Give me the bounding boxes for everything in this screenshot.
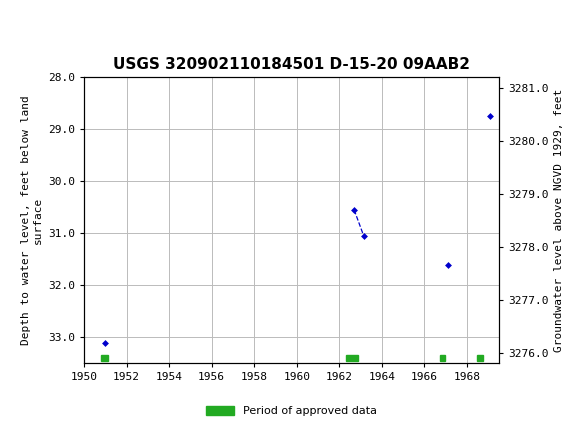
Legend: Period of approved data: Period of approved data <box>202 401 381 421</box>
Bar <box>101 355 108 361</box>
Bar <box>477 355 483 361</box>
Bar <box>440 355 445 361</box>
Y-axis label: Groundwater level above NGVD 1929, feet: Groundwater level above NGVD 1929, feet <box>554 89 564 352</box>
Text: USGS: USGS <box>35 12 95 31</box>
Bar <box>346 355 358 361</box>
Title: USGS 320902110184501 D-15-20 09AAB2: USGS 320902110184501 D-15-20 09AAB2 <box>113 57 470 72</box>
Y-axis label: Depth to water level, feet below land
surface: Depth to water level, feet below land su… <box>21 95 42 345</box>
